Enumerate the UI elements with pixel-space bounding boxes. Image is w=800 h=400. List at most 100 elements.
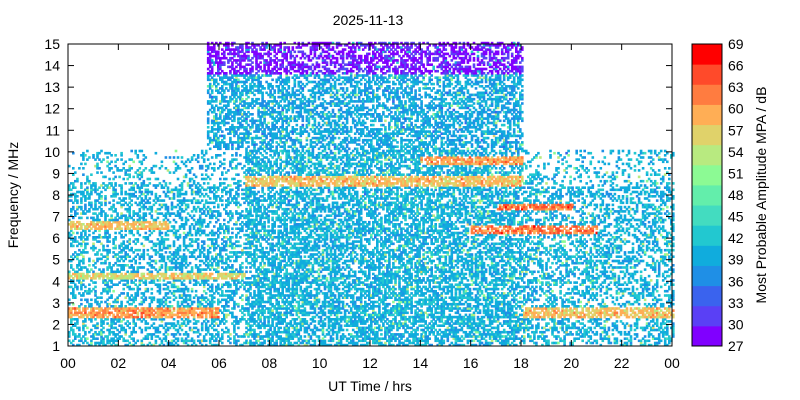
heat-cell: [168, 182, 172, 185]
heat-cell: [84, 188, 87, 192]
heat-cell: [267, 214, 270, 217]
heat-cell: [82, 255, 85, 258]
heat-cell: [94, 205, 97, 209]
heat-cell: [96, 337, 99, 340]
heat-cell: [68, 339, 71, 343]
heat-cell: [80, 277, 83, 280]
heat-cell: [78, 220, 81, 224]
heat-cell: [100, 190, 103, 194]
heat-cell: [259, 61, 262, 64]
heat-cell: [76, 227, 79, 230]
heat-cell: [86, 197, 89, 200]
heat-cell: [184, 164, 188, 168]
heat-cell: [94, 188, 97, 192]
heat-cell: [98, 333, 101, 336]
heat-cell: [78, 315, 81, 319]
heat-cell: [229, 184, 232, 187]
heat-cell: [90, 318, 93, 321]
heat-cell: [78, 259, 81, 263]
heat-cell: [88, 192, 91, 196]
heat-cell: [96, 192, 99, 196]
heat-cell: [80, 216, 83, 220]
heat-cell: [217, 50, 220, 54]
heat-cell: [210, 173, 214, 176]
heat-cell: [196, 328, 200, 332]
heat-cell: [241, 294, 244, 297]
heat-cell: [251, 65, 254, 69]
heat-cell: [92, 223, 95, 226]
heat-cell: [100, 195, 103, 198]
heat-cell: [92, 337, 95, 340]
heat-cell: [259, 65, 262, 69]
heat-cell: [90, 186, 93, 189]
heat-cell: [98, 296, 101, 299]
heat-cell: [114, 231, 117, 235]
heat-cell: [74, 309, 77, 312]
heat-cell: [92, 218, 95, 222]
heat-cell: [68, 270, 71, 274]
heat-cell: [221, 289, 224, 293]
heat-cell: [158, 283, 162, 286]
heat-cell: [200, 173, 204, 176]
heat-cell: [132, 337, 135, 340]
heat-cell: [78, 279, 81, 282]
heat-cell: [249, 132, 252, 135]
heat-cell: [192, 300, 196, 304]
heat-cell: [94, 158, 97, 161]
heat-cell: [100, 309, 103, 312]
heat-cell: [94, 333, 97, 336]
heat-cell: [74, 212, 77, 215]
heat-cell: [88, 207, 91, 211]
heat-cell: [108, 201, 111, 205]
heat-cell: [84, 285, 87, 289]
heat-cell: [82, 151, 85, 155]
heat-cell: [158, 195, 162, 198]
heat-cell: [94, 199, 97, 202]
heat-cell: [102, 158, 105, 161]
heat-cell: [100, 330, 103, 334]
heat-cell: [68, 307, 71, 310]
heat-cell: [132, 287, 135, 291]
heat-cell: [100, 337, 103, 340]
heat-cell: [120, 227, 123, 230]
heat-cell: [92, 188, 95, 192]
heat-cell: [90, 268, 93, 271]
heat-cell: [110, 154, 113, 157]
heat-cell: [72, 302, 75, 306]
heat-cell: [72, 184, 75, 187]
heat-cell: [72, 289, 75, 293]
heat-cell: [70, 274, 73, 278]
heat-cell: [80, 190, 83, 194]
heat-cell: [112, 289, 115, 293]
heat-cell: [92, 311, 95, 315]
heat-cell: [86, 274, 89, 278]
heat-cell: [68, 285, 71, 289]
heat-cell: [80, 231, 83, 235]
heat-cell: [94, 223, 97, 226]
heat-cell: [253, 93, 256, 97]
heat-cell: [92, 309, 95, 312]
heat-cell: [100, 225, 103, 228]
heat-cell: [130, 203, 133, 207]
heat-cell: [76, 264, 79, 267]
heat-cell: [102, 322, 105, 325]
heat-cell: [227, 225, 230, 228]
heat-cell: [98, 192, 101, 196]
heat-cell: [76, 307, 79, 310]
heat-cell: [221, 199, 224, 202]
heat-cell: [221, 171, 224, 174]
heat-cell: [96, 341, 99, 345]
heat-cell: [114, 207, 117, 211]
heat-cell: [122, 292, 125, 295]
heat-cell: [72, 220, 75, 224]
heat-cell: [100, 197, 103, 200]
heat-cell: [120, 184, 123, 187]
heat-cell: [239, 154, 242, 157]
heat-cell: [148, 197, 152, 200]
heat-cell: [68, 184, 71, 187]
heat-cell: [86, 227, 89, 230]
heat-cell: [239, 203, 242, 207]
heat-cell: [74, 240, 77, 243]
heat-cell: [172, 307, 176, 310]
heat-cell: [80, 233, 83, 237]
